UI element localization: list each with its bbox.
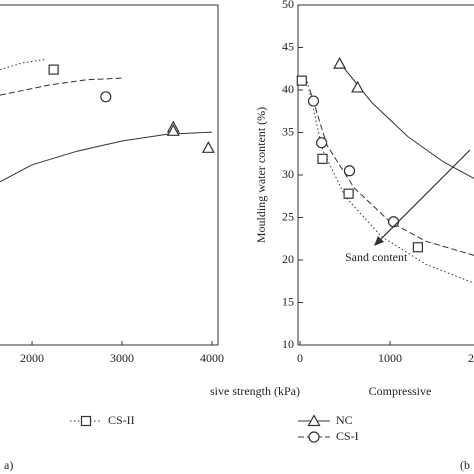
fit-curve — [337, 59, 474, 180]
y-tick-label: 35 — [282, 124, 294, 138]
frame-a — [0, 4, 219, 346]
marker-triangle — [333, 56, 347, 69]
fit-curve — [306, 81, 474, 284]
y-tick-label: 40 — [282, 82, 294, 96]
marker-triangle — [166, 124, 180, 136]
y-axis-label: Moulding water content (%) — [254, 107, 268, 243]
marker-square — [296, 75, 307, 86]
legend-label: NC — [336, 413, 353, 427]
x-tick-label: 2000 — [20, 351, 44, 365]
x-tick-label: 0 — [297, 351, 303, 365]
marker-square — [48, 64, 59, 75]
legend-label: CS-I — [336, 429, 359, 443]
marker-triangle — [351, 80, 365, 93]
marker-circle — [343, 165, 356, 177]
fit-curve — [309, 89, 474, 256]
legend-label: CS-II — [108, 413, 135, 427]
y-tick-label: 25 — [282, 209, 294, 223]
marker-square — [412, 242, 423, 253]
legend-marker — [308, 431, 320, 443]
legend-marker — [80, 415, 92, 427]
x-tick-label: 1000 — [378, 351, 402, 365]
panel-label: (b — [460, 458, 470, 472]
marker-square — [343, 188, 354, 199]
marker-circle — [307, 95, 320, 107]
y-tick-label: 50 — [282, 0, 294, 11]
legend-marker — [307, 414, 321, 427]
frame-b — [297, 4, 474, 346]
annotation-arrow — [376, 149, 471, 244]
fit-curve — [0, 58, 46, 71]
marker-circle — [316, 137, 328, 149]
fit-curve — [0, 131, 212, 183]
marker-circle — [100, 91, 112, 103]
x-tick-label: 4000 — [200, 351, 224, 365]
arrow-head — [374, 236, 384, 246]
marker-circle — [388, 216, 400, 228]
marker-triangle — [201, 141, 215, 153]
y-tick-label: 20 — [282, 252, 294, 266]
y-tick-label: 15 — [282, 294, 294, 308]
x-axis-label: sive strength (kPa) — [210, 384, 300, 398]
x-axis-label: Compressive — [369, 384, 432, 398]
y-tick-label: 30 — [282, 167, 294, 181]
panel-label: a) — [4, 458, 13, 472]
y-tick-label: 10 — [282, 337, 294, 351]
marker-square — [317, 153, 328, 164]
x-tick-label: 3000 — [110, 351, 134, 365]
annotation: Sand content — [345, 250, 408, 264]
y-tick-label: 45 — [282, 39, 294, 53]
x-tick-label: 2000 — [468, 351, 474, 365]
